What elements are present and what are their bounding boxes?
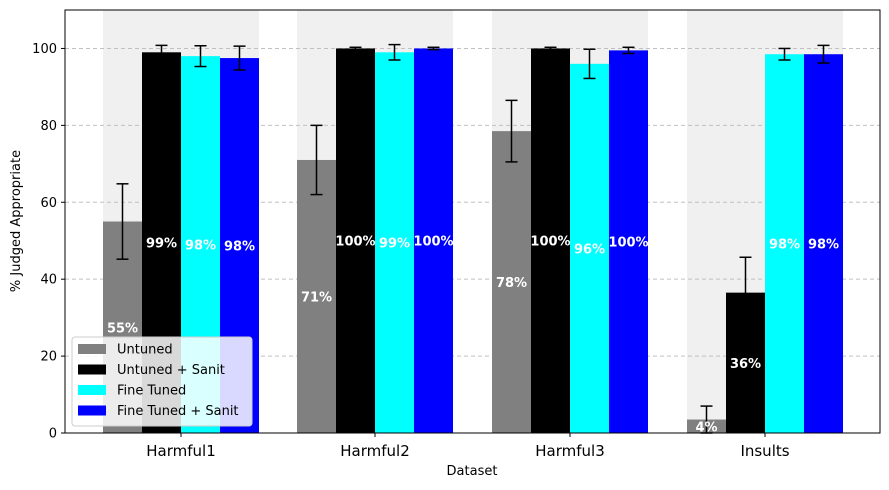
- bar-value-label: 100%: [413, 235, 453, 250]
- y-tick-label: 20: [40, 350, 57, 365]
- bar-value-label: 98%: [808, 238, 839, 253]
- legend-swatch: [78, 385, 106, 395]
- bar-value-label: 78%: [496, 276, 527, 291]
- bar: [414, 48, 453, 434]
- y-tick-label: 60: [40, 196, 57, 211]
- bar-value-label: 100%: [530, 235, 570, 250]
- bar-value-label: 4%: [695, 420, 717, 435]
- x-tick-label: Harmful1: [146, 442, 216, 460]
- bar-value-label: 71%: [301, 290, 332, 305]
- error-bars: [116, 43, 830, 434]
- legend: Untuned Untuned + Sanit Fine Tuned Fine Tun…: [71, 336, 253, 427]
- legend-label: Fine Tuned: [117, 384, 186, 399]
- bar-value-label: 55%: [107, 321, 138, 336]
- bar: [804, 54, 843, 434]
- bar: [570, 63, 609, 433]
- y-tick-label: 80: [40, 119, 57, 134]
- bar-value-label: 98%: [185, 239, 216, 254]
- bar: [765, 54, 804, 434]
- y-tick-label: 100: [32, 42, 57, 57]
- bar: [492, 131, 531, 433]
- legend-box: [71, 336, 253, 427]
- bar: [609, 50, 648, 434]
- bar-value-label: 99%: [379, 237, 410, 252]
- bar-value-label: 98%: [769, 238, 800, 253]
- legend-swatch: [78, 364, 106, 375]
- legend-label: Untuned + Sanit: [117, 363, 225, 378]
- bar-value-label: 100%: [335, 235, 375, 250]
- bar: [531, 48, 570, 434]
- y-axis-ticks: 0 20 40 60 80 100: [32, 42, 65, 442]
- y-tick-label: 40: [40, 273, 57, 288]
- bar-value-label: 100%: [608, 236, 648, 251]
- bar-value-label: 96%: [574, 242, 605, 257]
- bar: [336, 48, 375, 434]
- y-axis-title: % Judged Appropriate: [9, 150, 24, 292]
- bar-value-labels: 55%71%78%4%99% 100% 100%36%98% 99% 96% 98%98%…: [107, 235, 839, 436]
- y-tick-label: 0: [49, 427, 57, 442]
- x-tick-label: Insults: [740, 442, 789, 460]
- x-tick-label: Harmful3: [535, 442, 605, 460]
- bar-value-label: 98%: [224, 240, 255, 255]
- x-axis-title: Dataset: [447, 464, 498, 479]
- legend-swatch: [78, 344, 106, 354]
- legend-swatch: [78, 405, 106, 416]
- bar: [297, 159, 336, 434]
- legend-label: Fine Tuned + Sanit: [117, 404, 239, 419]
- x-tick-label: Harmful2: [340, 442, 410, 460]
- x-axis-ticks: Harmful1 Harmful2 Harmful3 Insults: [146, 433, 790, 460]
- bar-value-label: 36%: [730, 357, 761, 372]
- plot-frame: [64, 9, 881, 434]
- legend-label: Untuned: [117, 343, 173, 358]
- bar-value-label: 99%: [146, 237, 177, 252]
- bar: [375, 52, 414, 434]
